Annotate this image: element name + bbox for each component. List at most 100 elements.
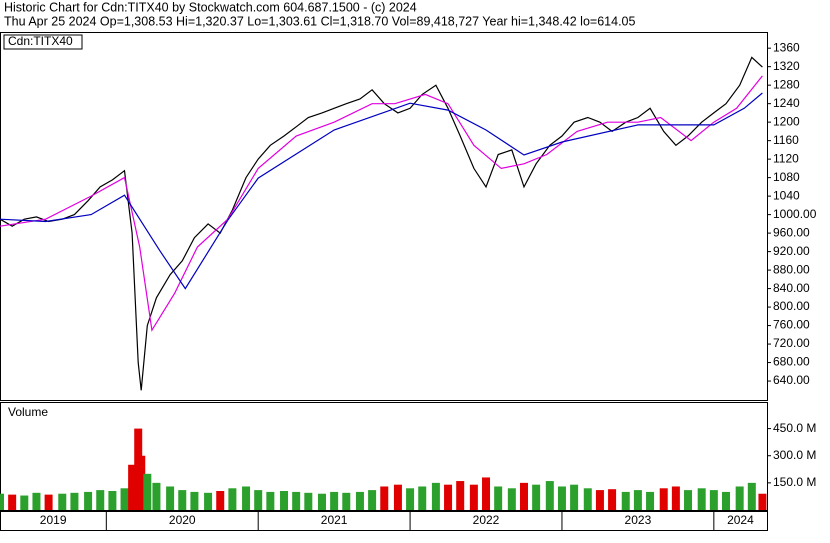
volume-bar: [570, 484, 579, 510]
volume-bar: [304, 492, 313, 510]
y-tick-label: 1160: [773, 133, 799, 147]
volume-bar: [507, 488, 516, 510]
volume-bar: [152, 482, 161, 510]
header-line2: Thu Apr 25 2024 Op=1,308.53 Hi=1,320.37 …: [4, 14, 635, 28]
volume-panel: [0, 402, 768, 511]
y-tick-label: 1000.00: [773, 207, 817, 221]
volume-bar: [330, 491, 339, 510]
volume-bar: [583, 488, 592, 510]
volume-bar: [137, 455, 146, 510]
y-tick-label: 680.00: [773, 355, 810, 369]
series-line: [0, 92, 763, 290]
y-tick-label: 880.00: [773, 262, 810, 276]
volume-bar: [735, 486, 744, 510]
volume-bar: [342, 492, 351, 510]
y-tick-label: 1040: [773, 188, 800, 202]
year-label: 2020: [169, 513, 196, 527]
y-tick-label: 760.00: [773, 318, 810, 332]
volume-bar: [532, 484, 541, 510]
y-tick-label: 1080: [773, 170, 800, 184]
price-panel: [0, 32, 768, 401]
volume-bar: [406, 488, 415, 510]
volume-bar: [228, 488, 237, 510]
volume-bar: [58, 493, 67, 510]
volume-bar: [646, 491, 655, 510]
volume-bar: [20, 495, 29, 510]
year-label: 2021: [321, 513, 348, 527]
volume-bar: [758, 493, 767, 510]
y-tick-label: 1240: [773, 96, 800, 110]
y-tick-label: 640.00: [773, 373, 810, 387]
volume-bar: [709, 490, 718, 510]
volume-bar: [204, 492, 213, 510]
volume-bar: [393, 484, 402, 510]
volume-bar: [32, 492, 41, 510]
volume-bar: [545, 481, 554, 510]
volume-bar: [292, 491, 301, 510]
y-tick-label: 720.00: [773, 336, 810, 350]
volume-bar: [671, 486, 680, 510]
y-tick-label: 800.00: [773, 299, 810, 313]
volume-bar: [633, 490, 642, 510]
volume-bar: [431, 482, 440, 510]
year-label: 2023: [625, 513, 652, 527]
volume-bar: [557, 486, 566, 510]
volume-bar: [659, 488, 668, 510]
volume-bar: [494, 486, 503, 510]
y-tick-label: 1200: [773, 114, 800, 128]
volume-bar: [456, 481, 465, 510]
series-line: [0, 75, 763, 332]
year-label: 2022: [473, 513, 500, 527]
volume-bar: [44, 494, 53, 510]
volume-bar: [216, 491, 225, 510]
volume-bar: [697, 488, 706, 510]
volume-bar: [178, 490, 187, 510]
year-label: 2024: [727, 513, 754, 527]
y-tick-label: 1320: [773, 59, 800, 73]
volume-bar: [242, 486, 251, 510]
y-tick-label: 1280: [773, 77, 800, 91]
y-tick-label: 150.0 M: [773, 475, 816, 489]
volume-bar: [721, 491, 730, 510]
y-tick-label: 1360: [773, 40, 800, 54]
volume-bar: [380, 486, 389, 510]
volume-bar: [684, 490, 693, 510]
y-tick-label: 1120: [773, 151, 799, 165]
y-tick-label: 840.00: [773, 281, 810, 295]
volume-bar: [96, 490, 105, 510]
volume-bar: [317, 493, 326, 510]
legend-label: Cdn:TITX40: [8, 34, 73, 48]
legend-box: [3, 34, 83, 50]
volume-bar: [444, 484, 453, 510]
volume-bar: [190, 491, 199, 510]
volume-bar: [519, 482, 528, 510]
volume-bar: [595, 490, 604, 510]
volume-bar: [266, 491, 275, 510]
volume-bar: [8, 494, 17, 510]
volume-bar: [608, 489, 617, 510]
year-label: 2019: [40, 513, 67, 527]
volume-bar: [482, 477, 491, 510]
volume-bar: [143, 473, 152, 510]
volume-bar: [166, 486, 175, 510]
y-tick-label: 960.00: [773, 225, 810, 239]
volume-bar: [621, 491, 630, 510]
volume-bar: [469, 484, 478, 510]
header-line1: Historic Chart for Cdn:TITX40 by Stockwa…: [4, 0, 417, 14]
volume-bar: [747, 482, 756, 510]
y-tick-label: 450.0 M: [773, 421, 816, 435]
volume-label: Volume: [8, 405, 48, 419]
y-tick-label: 300.0 M: [773, 448, 816, 462]
time-axis: [0, 511, 768, 531]
volume-bar: [128, 464, 137, 510]
volume-bar: [84, 491, 93, 510]
volume-bar: [418, 486, 427, 510]
volume-bar: [280, 491, 289, 510]
volume-bar: [70, 492, 79, 510]
volume-bar: [355, 491, 364, 510]
y-tick-label: 920.00: [773, 244, 810, 258]
volume-bar: [254, 490, 263, 510]
volume-bar: [120, 488, 129, 510]
